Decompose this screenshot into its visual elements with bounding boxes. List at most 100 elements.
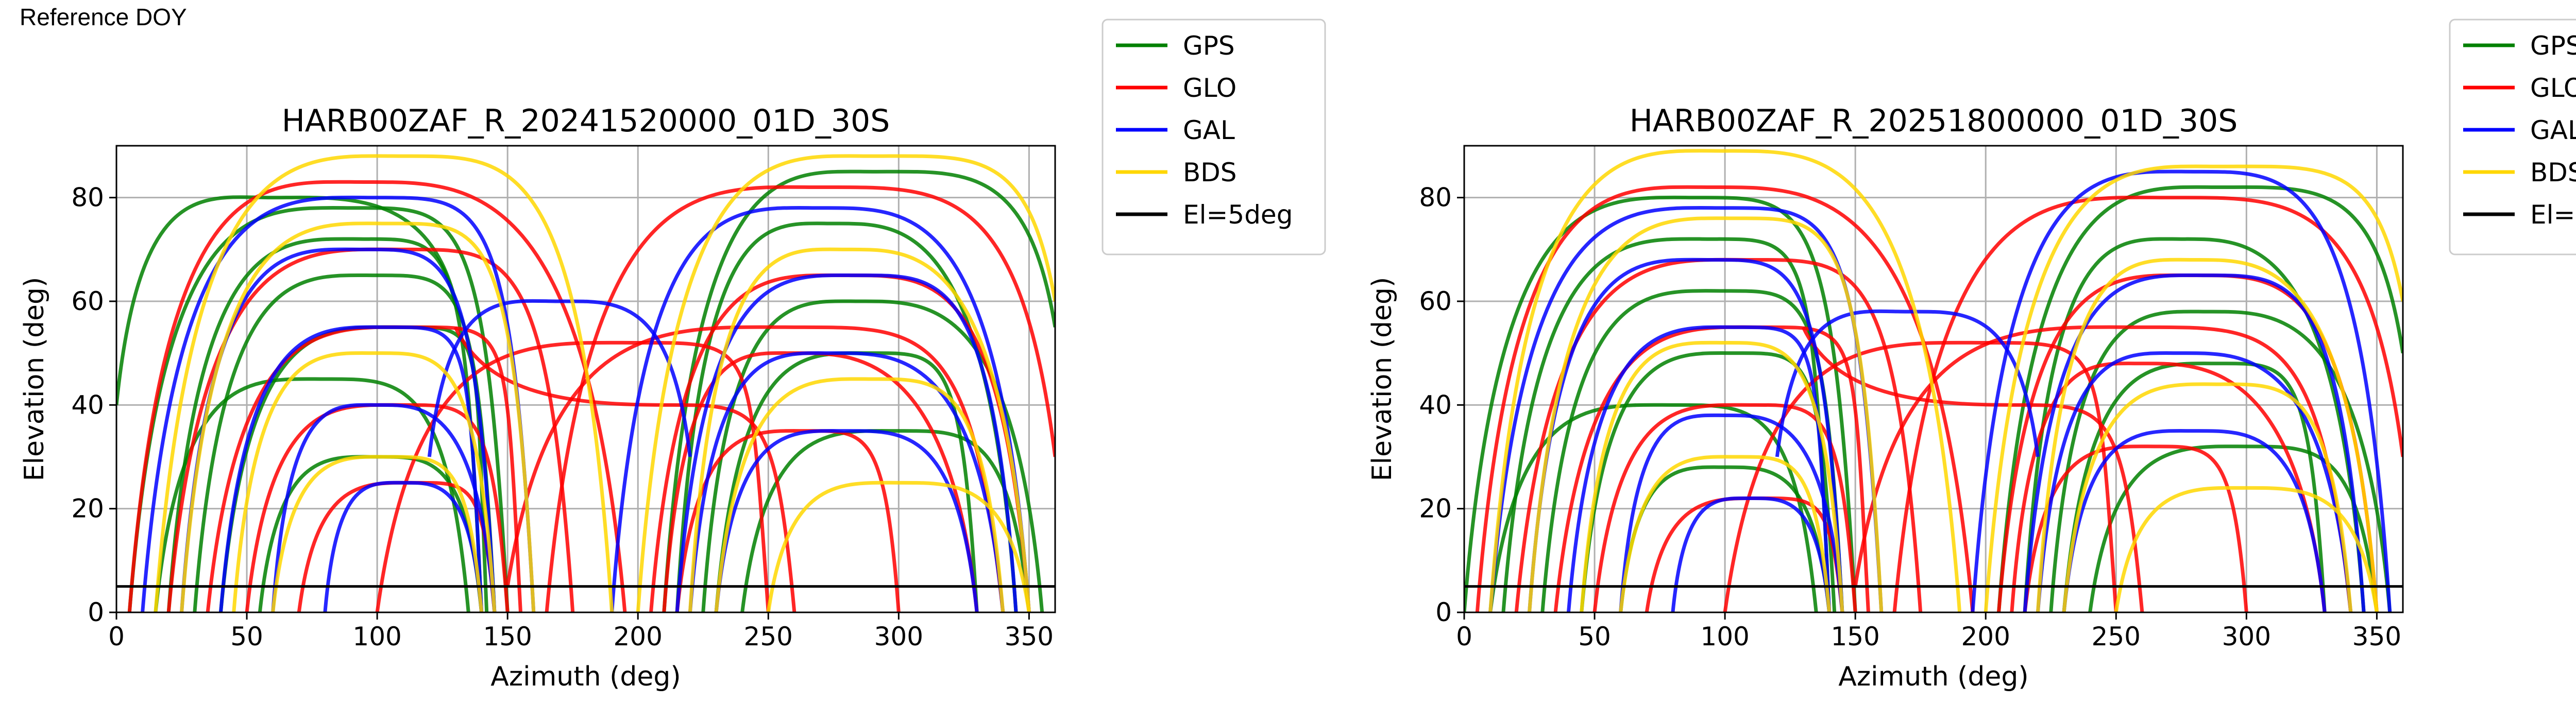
satellite-track	[1723, 340, 2118, 612]
x-tick-label: 200	[1961, 622, 2010, 652]
legend-label: BDS	[2530, 158, 2576, 187]
reference-doy-label: Reference DOY	[20, 4, 187, 30]
satellite-track	[1619, 413, 1844, 612]
legend-label: El=5deg	[2530, 200, 2576, 230]
y-tick-label: 80	[1419, 183, 1452, 213]
x-axis-label: Azimuth (deg)	[490, 661, 681, 692]
satellite-track	[2049, 310, 2392, 612]
y-tick-label: 80	[71, 183, 104, 213]
series-gal	[1488, 169, 2392, 612]
legend-label: GAL	[2530, 115, 2576, 145]
x-tick-label: 300	[2222, 622, 2271, 652]
satellite-track	[2114, 486, 2379, 612]
satellite-track	[1997, 185, 2403, 612]
legend-label: GLO	[1183, 73, 1236, 103]
satellite-track	[1580, 340, 1844, 612]
satellite-track	[1671, 496, 1832, 612]
satellite-track	[453, 326, 796, 612]
satellite-track	[1528, 258, 1844, 612]
legend-label: GPS	[1183, 31, 1235, 61]
satellite-track	[2062, 362, 2327, 612]
data-layer	[1464, 149, 2403, 612]
satellite-track	[1488, 149, 1962, 612]
satellite-track	[2062, 382, 2353, 612]
legend-box	[2449, 19, 2576, 255]
chart-title: HARB00ZAF_R_20251800000_01D_30S	[1630, 103, 2238, 139]
satellite-track	[636, 154, 1055, 612]
x-tick-label: 50	[1578, 622, 1611, 652]
series-bds	[1488, 149, 2403, 612]
legend-label: BDS	[1183, 158, 1237, 187]
satellite-track	[505, 325, 1005, 612]
y-tick-label: 40	[1419, 390, 1452, 420]
satellite-track	[1801, 326, 2144, 612]
satellite-track	[610, 206, 1031, 612]
satellite-track	[1475, 185, 1975, 612]
satellite-track	[2036, 258, 2379, 612]
y-tick-label: 20	[71, 494, 104, 524]
skyplot-1: 0 50 100 150 200 250 300 350 0 20 40 60 80 HARB00ZAF_…	[19, 19, 1326, 692]
satellite-track	[1971, 169, 2392, 612]
satellite-track	[675, 273, 1018, 612]
satellite-track	[1528, 216, 1884, 612]
x-tick-label: 350	[2352, 622, 2401, 652]
y-tick-label: 60	[71, 286, 104, 316]
satellite-track	[427, 299, 692, 457]
satellite-track	[1464, 195, 1857, 612]
satellite-track	[232, 351, 497, 612]
satellite-track	[2062, 429, 2327, 612]
plot-frame	[115, 145, 1056, 613]
legend-label: GPS	[2530, 31, 2576, 61]
y-tick-label: 0	[88, 597, 104, 627]
satellite-track	[271, 455, 484, 612]
x-tick-label: 100	[1700, 622, 1749, 652]
satellite-track	[141, 195, 536, 612]
legend-label: GLO	[2530, 73, 2576, 103]
y-axis-label: Elevation (deg)	[19, 277, 50, 482]
chart-title: HARB00ZAF_R_20241520000_01D_30S	[282, 103, 890, 139]
x-tick-label: 0	[1456, 622, 1472, 652]
satellite-track	[127, 180, 627, 612]
satellite-track	[1619, 455, 1832, 612]
satellite-track	[688, 351, 1005, 612]
satellite-track	[1592, 403, 1857, 612]
satellite-track	[323, 481, 484, 612]
legend-label: GAL	[1183, 115, 1235, 145]
x-axis-label: Azimuth (deg)	[1838, 661, 2028, 692]
y-tick-label: 0	[1435, 597, 1452, 627]
skyplot-2: 0 50 100 150 200 250 300 350 0 20 40 60 80 HARB00ZAF_…	[1367, 19, 2576, 692]
x-tick-label: 0	[108, 622, 125, 652]
satellite-track	[2010, 362, 2327, 612]
x-tick-label: 300	[874, 622, 923, 652]
satellite-track	[258, 455, 484, 612]
x-tick-label: 150	[483, 622, 532, 652]
legend-label: El=5deg	[1183, 200, 1293, 230]
satellite-track	[166, 237, 484, 612]
satellite-track	[688, 247, 1031, 612]
series-bds	[154, 154, 1055, 612]
satellite-track	[375, 340, 770, 612]
x-tick-label: 250	[2092, 622, 2141, 652]
satellite-track	[271, 403, 497, 612]
satellite-track	[1892, 195, 2403, 612]
plot-frame	[1463, 145, 2404, 613]
x-tick-label: 250	[744, 622, 793, 652]
satellite-track	[2088, 444, 2379, 612]
satellite-track	[766, 481, 1031, 612]
x-tick-label: 100	[352, 622, 401, 652]
satellite-track	[154, 377, 470, 612]
satellite-track	[1853, 325, 2353, 612]
y-tick-label: 60	[1419, 286, 1452, 316]
x-tick-label: 200	[614, 622, 663, 652]
x-tick-label: 150	[1831, 622, 1879, 652]
satellite-track	[180, 221, 536, 612]
satellite-track	[714, 377, 1005, 612]
x-tick-label: 50	[230, 622, 263, 652]
y-tick-label: 40	[71, 390, 104, 420]
legend: GPS GLO GAL BDS El=5deg	[1101, 19, 1326, 255]
satellite-track	[545, 185, 1055, 612]
x-tick-label: 350	[1005, 622, 1054, 652]
satellite-track	[1984, 164, 2403, 612]
data-layer	[116, 154, 1055, 612]
